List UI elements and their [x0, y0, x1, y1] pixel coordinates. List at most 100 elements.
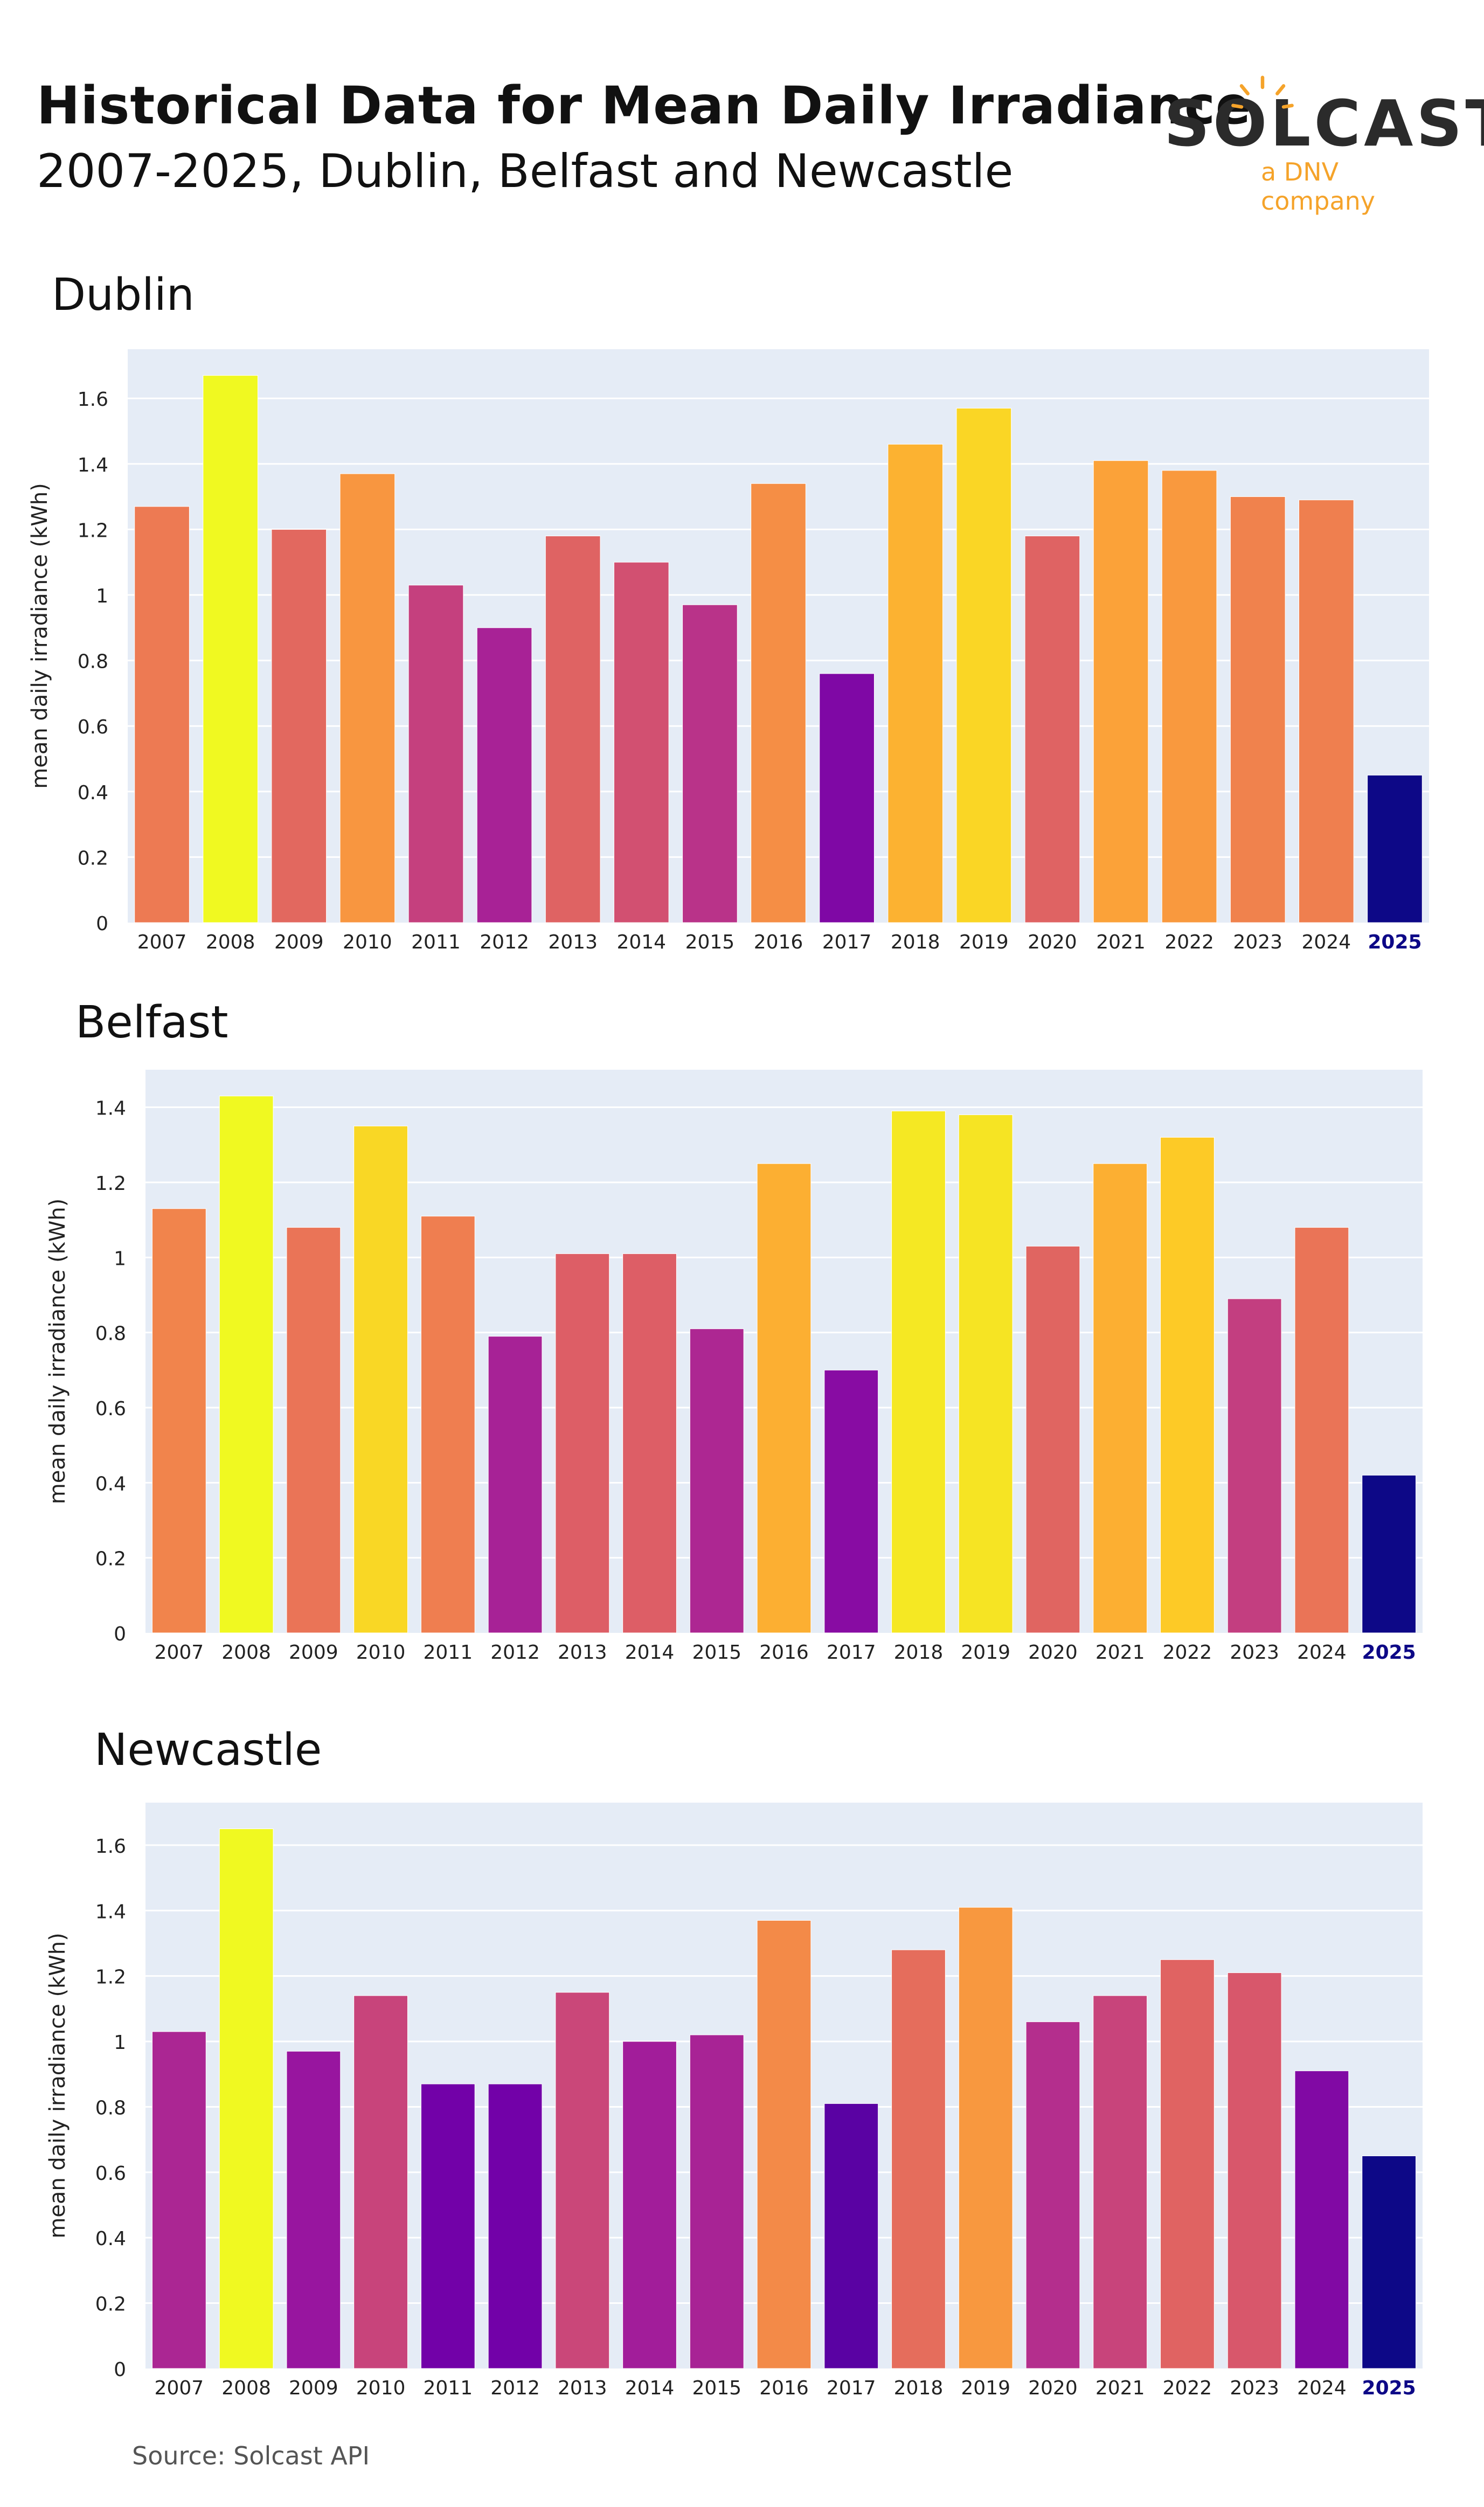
bar-2013: [555, 1253, 610, 1633]
bar-2023: [1227, 1298, 1282, 1633]
y-tick-label: 0: [96, 913, 108, 935]
main-title: Historical Data for Mean Daily Irradianc…: [37, 75, 1251, 136]
x-tick-label: 2015: [692, 1642, 741, 1664]
x-tick-label: 2016: [759, 1642, 809, 1664]
x-tick-label: 2022: [1164, 931, 1214, 953]
bar-2016: [751, 483, 806, 923]
x-tick-label: 2011: [424, 2377, 473, 2399]
bar-2016: [757, 1163, 812, 1633]
y-tick-label: 0.2: [95, 1548, 126, 1570]
bar-2011: [420, 2083, 475, 2369]
x-tick-label: 2014: [625, 2377, 675, 2399]
y-tick-label: 1.2: [78, 520, 108, 542]
x-tick-label: 2010: [343, 931, 392, 953]
bar-2017: [824, 1369, 879, 1633]
x-tick-label: 2025: [1362, 1642, 1416, 1664]
bar-2011: [408, 585, 464, 923]
bar-2019: [956, 407, 1012, 923]
x-tick-label: 2018: [891, 931, 940, 953]
x-tick-label: 2013: [548, 931, 598, 953]
chart-title-newcastle: Newcastle: [94, 1725, 322, 1776]
bar-2009: [286, 2051, 341, 2369]
solcast-logo: SOLCAST a DNV company: [1164, 65, 1484, 216]
bar-2007: [134, 506, 190, 923]
bar-2018: [887, 444, 944, 923]
chart-title-belfast: Belfast: [75, 997, 228, 1048]
y-tick-label: 1.2: [95, 1966, 126, 1989]
x-tick-label: 2022: [1163, 1642, 1212, 1664]
y-axis-label: mean daily irradiance (kWh): [27, 483, 52, 788]
bar-2025: [1362, 2155, 1417, 2369]
x-tick-label: 2021: [1095, 2377, 1145, 2399]
bar-2007: [151, 1208, 206, 1633]
y-tick-label: 1.4: [95, 1098, 126, 1120]
x-tick-label: 2024: [1297, 1642, 1347, 1664]
bar-2025: [1362, 1474, 1417, 1633]
bar-2024: [1294, 1227, 1349, 1633]
x-tick-label: 2023: [1230, 1642, 1279, 1664]
subtitle: 2007-2025, Dublin, Belfast and Newcastle: [37, 144, 1014, 198]
bar-2023: [1230, 496, 1286, 923]
x-tick-label: 2023: [1230, 2377, 1279, 2399]
bar-2008: [203, 375, 259, 923]
bar-2015: [689, 2034, 744, 2369]
bar-2021: [1093, 1163, 1148, 1633]
source-note: Source: Solcast API: [132, 2441, 370, 2470]
x-tick-label: 2013: [558, 1642, 607, 1664]
bar-2022: [1160, 1137, 1215, 1633]
bar-2015: [689, 1328, 744, 1633]
bar-2014: [622, 2041, 677, 2369]
y-tick-label: 1.6: [78, 389, 108, 411]
x-tick-label: 2008: [221, 1642, 271, 1664]
x-tick-label: 2015: [692, 2377, 741, 2399]
bar-2007: [151, 2031, 206, 2369]
y-tick-label: 1.4: [95, 1901, 126, 1923]
bar-2022: [1161, 470, 1217, 923]
bar-2019: [958, 1114, 1013, 1633]
y-tick-label: 0.4: [95, 1473, 126, 1495]
bar-2022: [1160, 1959, 1215, 2369]
x-tick-label: 2014: [616, 931, 666, 953]
bar-2020: [1025, 1245, 1080, 1633]
x-tick-label: 2007: [137, 931, 187, 953]
x-tick-label: 2019: [959, 931, 1009, 953]
bar-2025: [1367, 774, 1423, 923]
logo-wordmark: SOLCAST: [1164, 86, 1484, 161]
y-tick-label: 0.8: [95, 2097, 126, 2119]
x-tick-label: 2012: [490, 1642, 540, 1664]
x-tick-label: 2008: [221, 2377, 271, 2399]
bar-2024: [1299, 500, 1354, 923]
x-tick-label: 2007: [155, 1642, 204, 1664]
x-tick-label: 2016: [754, 931, 803, 953]
bar-2020: [1024, 536, 1080, 923]
y-tick-label: 0.2: [78, 847, 108, 869]
bar-2018: [891, 1949, 946, 2369]
bar-2010: [339, 473, 396, 923]
x-tick-label: 2020: [1028, 931, 1077, 953]
y-tick-label: 0.4: [78, 782, 108, 804]
bar-2017: [824, 2103, 879, 2369]
bar-2009: [271, 529, 327, 923]
x-tick-label: 2010: [356, 2377, 406, 2399]
x-tick-label: 2016: [759, 2377, 809, 2399]
bar-2017: [819, 673, 875, 923]
bar-2018: [891, 1111, 946, 1633]
bar-2014: [622, 1253, 677, 1633]
x-tick-label: 2025: [1362, 2377, 1416, 2399]
x-tick-label: 2009: [289, 1642, 338, 1664]
bar-2013: [545, 536, 601, 923]
x-tick-label: 2012: [480, 931, 529, 953]
y-tick-label: 0.6: [78, 716, 108, 738]
y-tick-label: 0: [114, 2359, 126, 2381]
y-tick-label: 1.2: [95, 1173, 126, 1195]
y-tick-label: 0.8: [78, 651, 108, 673]
x-tick-label: 2019: [961, 1642, 1010, 1664]
x-tick-label: 2008: [206, 931, 255, 953]
y-tick-label: 0.8: [95, 1323, 126, 1345]
bar-2012: [476, 627, 532, 923]
x-tick-label: 2023: [1233, 931, 1282, 953]
x-tick-label: 2021: [1095, 1642, 1145, 1664]
x-tick-label: 2011: [424, 1642, 473, 1664]
